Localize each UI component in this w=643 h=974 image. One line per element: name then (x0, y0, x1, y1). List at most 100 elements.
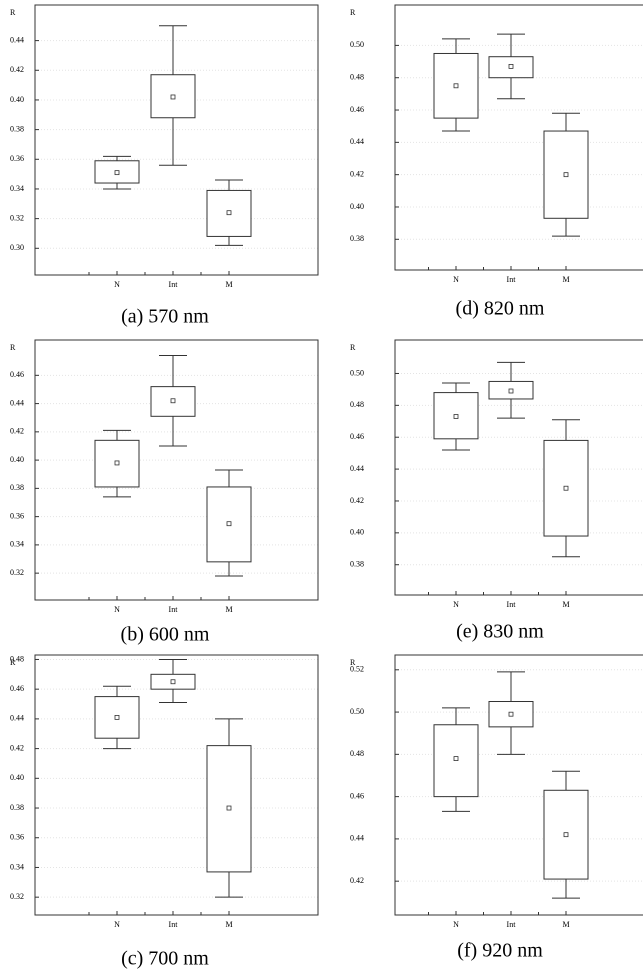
caption: (e) 830 nm (456, 621, 544, 643)
center-marker (170, 679, 176, 685)
y-tick-label: 0.44 (350, 834, 364, 843)
y-axis-label: R (10, 343, 16, 352)
y-tick-label: 0.44 (350, 137, 364, 146)
x-tick-label: N (114, 920, 120, 929)
y-tick-label: 0.38 (10, 483, 24, 492)
y-tick-label: 0.44 (10, 714, 24, 723)
y-tick-label: 0.46 (350, 105, 364, 114)
y-tick-label: 0.42 (350, 169, 364, 178)
y-tick-label: 0.40 (350, 202, 364, 211)
y-tick-label: 0.50 (350, 368, 364, 377)
y-tick-label: 0.38 (10, 124, 24, 133)
y-tick-label: 0.40 (10, 95, 24, 104)
center-marker (563, 485, 569, 491)
y-tick-label: 0.44 (10, 398, 24, 407)
x-tick-label: Int (169, 920, 179, 929)
y-tick-label: 0.44 (10, 35, 24, 44)
y-tick-label: 0.38 (350, 560, 364, 569)
x-tick-label: M (225, 280, 232, 289)
y-tick-label: 0.46 (350, 791, 364, 800)
caption: (b) 600 nm (121, 624, 210, 646)
center-marker (508, 711, 514, 717)
y-tick-label: 0.44 (350, 464, 364, 473)
center-marker (170, 94, 176, 100)
center-marker (226, 805, 232, 811)
y-tick-label: 0.42 (10, 65, 24, 74)
y-tick-label: 0.50 (350, 707, 364, 716)
x-tick-label: Int (507, 600, 517, 609)
y-axis-label: R (350, 8, 356, 17)
y-axis-label: R (350, 343, 356, 352)
plot-frame (34, 654, 319, 916)
caption: (a) 570 nm (121, 306, 209, 328)
y-tick-label: 0.48 (350, 749, 364, 758)
caption: (c) 700 nm (121, 948, 209, 970)
x-tick-label: Int (507, 920, 517, 929)
y-tick-label: 0.40 (350, 528, 364, 537)
x-tick-label: Int (169, 605, 179, 614)
y-tick-label: 0.42 (10, 743, 24, 752)
center-marker (453, 83, 459, 89)
plot-frame (394, 339, 643, 596)
plot-frame (34, 4, 319, 276)
y-tick-label: 0.42 (10, 427, 24, 436)
y-axis-label: R (10, 658, 16, 667)
y-tick-label: 0.34 (10, 862, 24, 871)
y-tick-label: 0.38 (350, 234, 364, 243)
y-axis-label: R (350, 658, 356, 667)
center-marker (453, 414, 459, 419)
x-tick-label: M (225, 605, 232, 614)
y-tick-label: 0.30 (10, 243, 24, 252)
center-marker (453, 756, 459, 761)
center-marker (563, 172, 569, 178)
y-tick-label: 0.46 (10, 370, 24, 379)
y-tick-label: 0.38 (10, 803, 24, 812)
plot-frame (394, 654, 643, 916)
center-marker (563, 832, 569, 838)
y-tick-label: 0.34 (10, 540, 24, 549)
y-tick-label: 0.32 (10, 568, 24, 577)
center-marker (114, 460, 120, 466)
y-tick-label: 0.34 (10, 184, 24, 193)
center-marker (508, 388, 514, 394)
y-tick-label: 0.46 (350, 432, 364, 441)
y-tick-label: 0.48 (350, 400, 364, 409)
y-tick-label: 0.32 (10, 892, 24, 901)
x-tick-label: N (453, 600, 459, 609)
y-tick-label: 0.42 (350, 876, 364, 885)
y-tick-label: 0.50 (350, 40, 364, 49)
y-tick-label: 0.36 (10, 833, 24, 842)
caption: (f) 920 nm (457, 940, 543, 962)
plot-frame (394, 4, 643, 271)
y-tick-label: 0.52 (350, 665, 364, 674)
y-tick-label: 0.36 (10, 511, 24, 520)
x-tick-label: M (562, 275, 569, 284)
center-marker (226, 210, 232, 216)
x-tick-label: M (225, 920, 232, 929)
y-tick-label: 0.42 (350, 496, 364, 505)
x-tick-label: N (453, 920, 459, 929)
caption: (d) 820 nm (456, 298, 545, 320)
plot-frame (34, 339, 319, 601)
x-tick-label: N (114, 280, 120, 289)
x-tick-label: M (562, 600, 569, 609)
box (543, 130, 589, 219)
y-tick-label: 0.32 (10, 213, 24, 222)
x-tick-label: Int (169, 280, 179, 289)
y-tick-label: 0.40 (10, 773, 24, 782)
x-tick-label: N (114, 605, 120, 614)
x-tick-label: N (453, 275, 459, 284)
center-marker (226, 521, 232, 527)
x-tick-label: Int (507, 275, 517, 284)
center-marker (170, 398, 176, 404)
x-tick-label: M (562, 920, 569, 929)
y-tick-label: 0.48 (350, 73, 364, 82)
y-tick-label: 0.40 (10, 455, 24, 464)
y-tick-label: 0.48 (10, 654, 24, 663)
y-axis-label: R (10, 8, 16, 17)
box (150, 386, 196, 417)
y-tick-label: 0.46 (10, 684, 24, 693)
center-marker (114, 170, 120, 176)
